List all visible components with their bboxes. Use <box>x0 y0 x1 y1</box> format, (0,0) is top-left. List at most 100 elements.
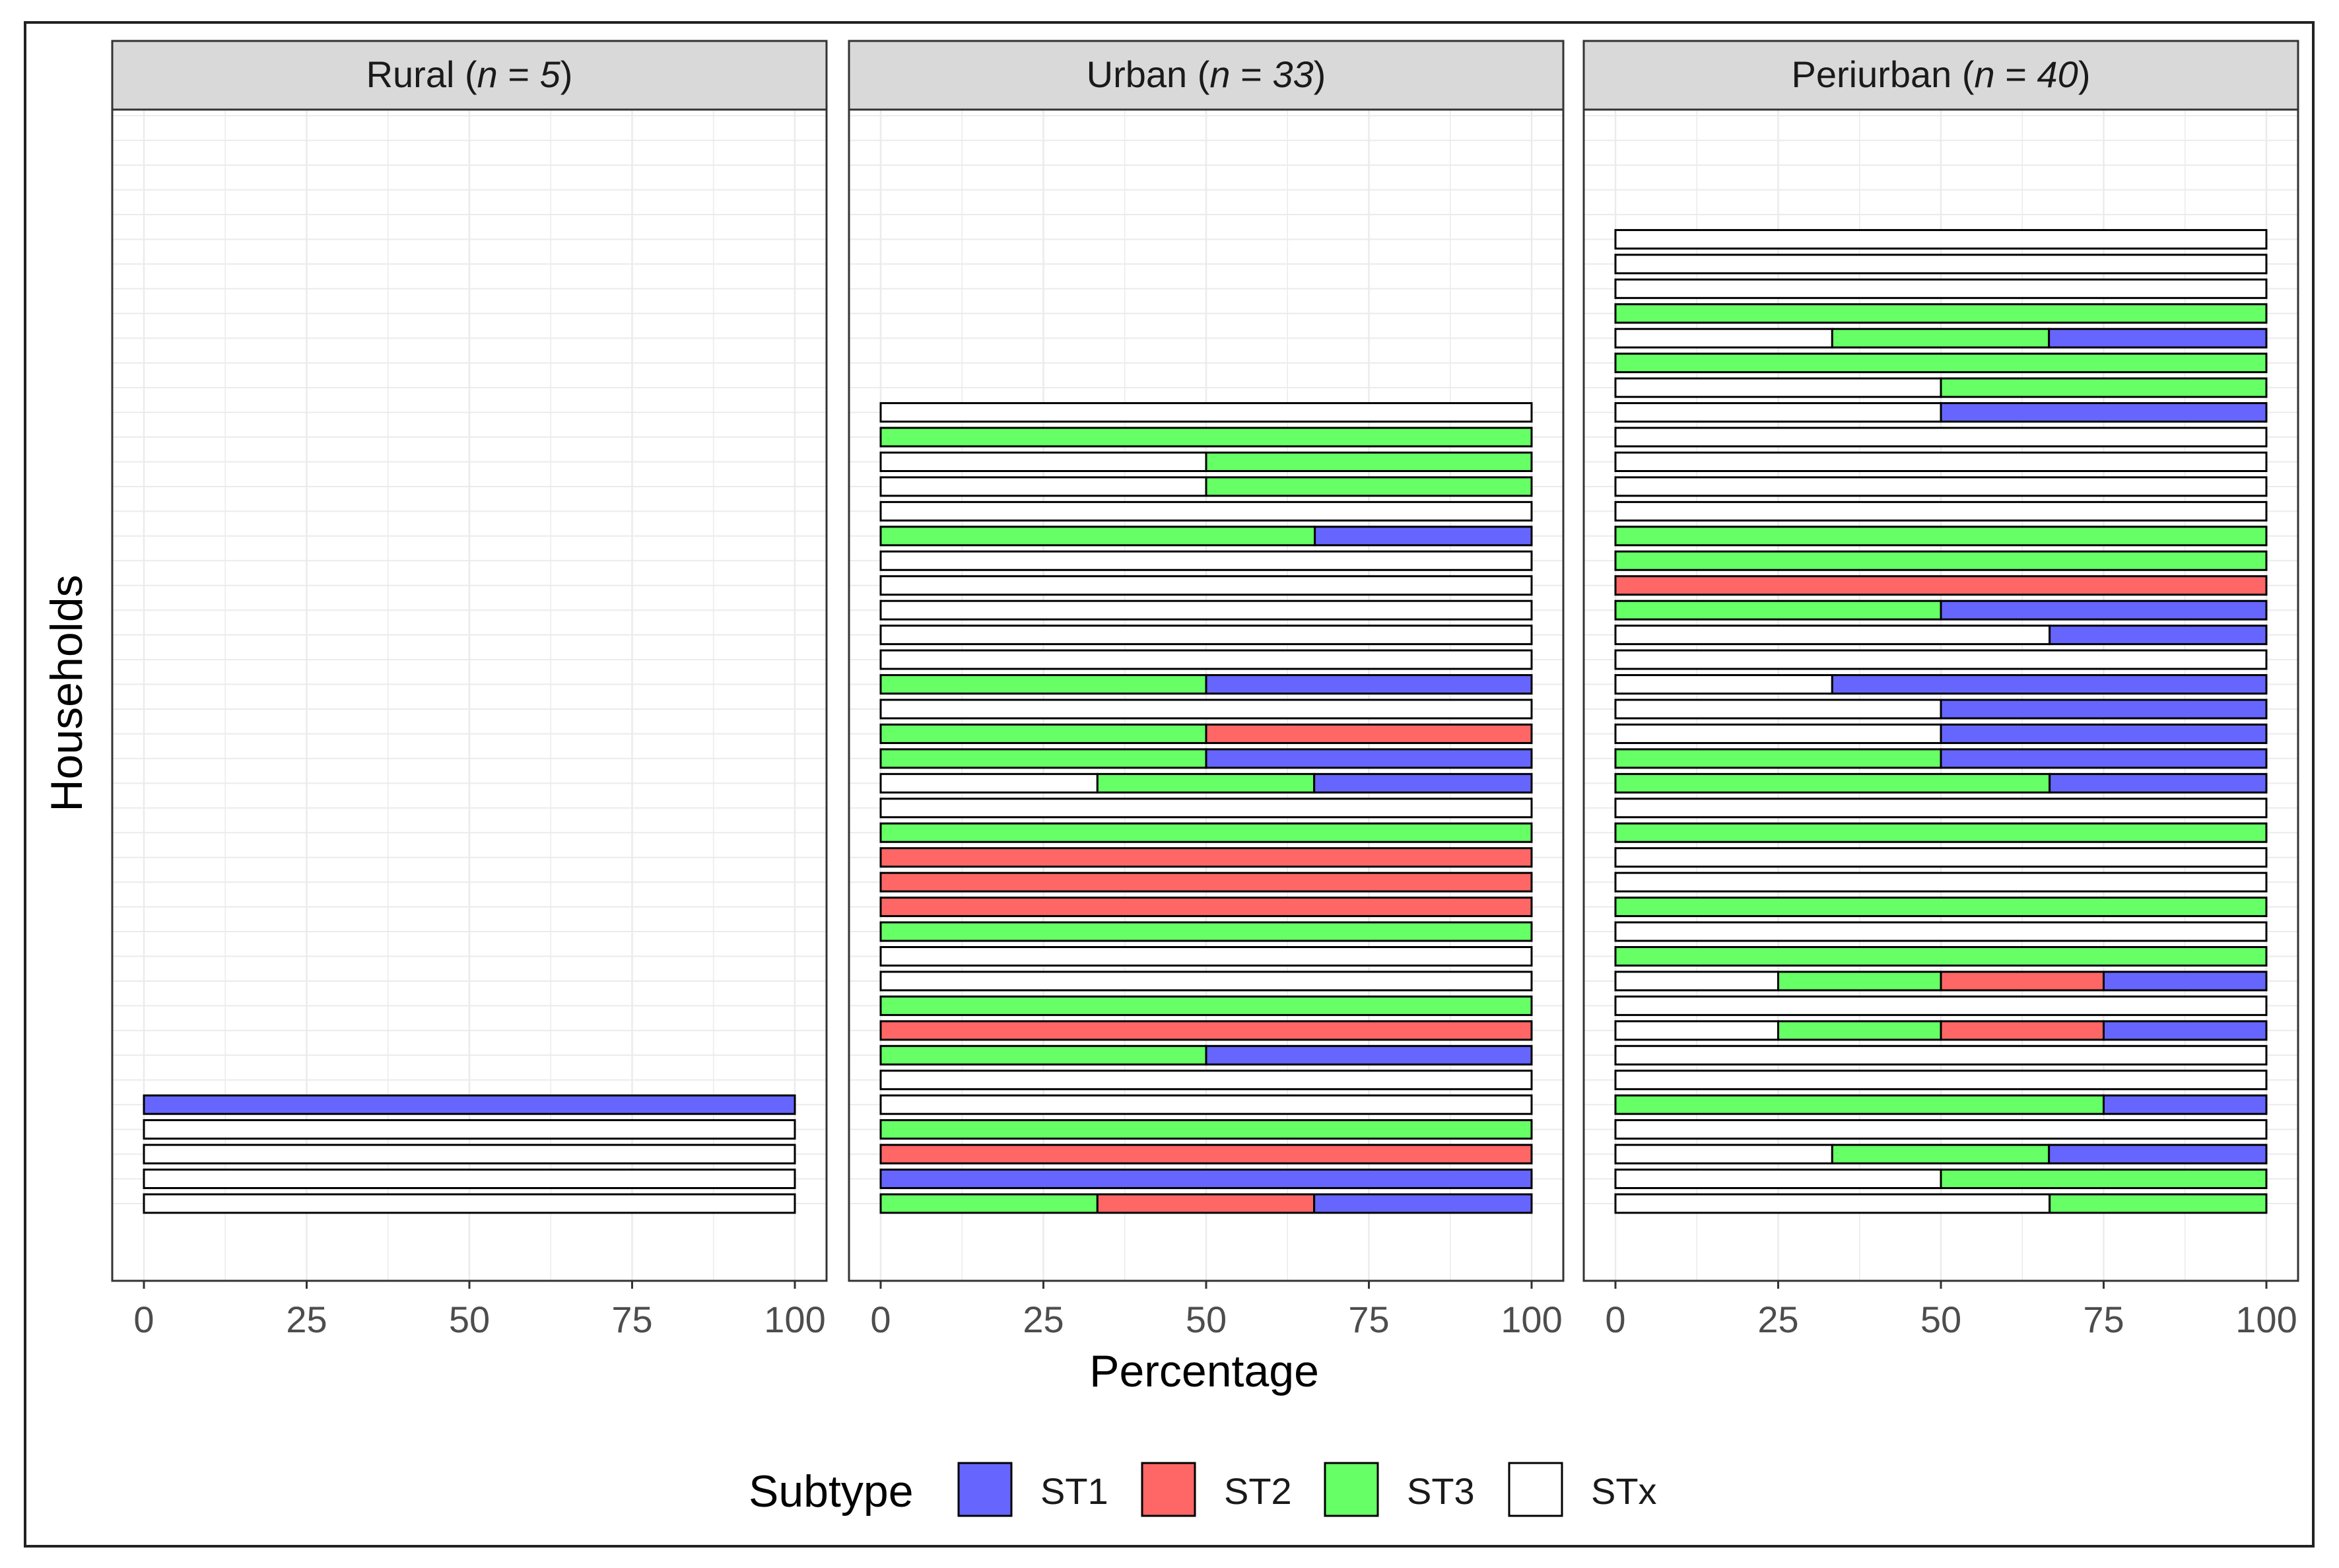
household-bar <box>879 822 1533 843</box>
bar-segment-stx <box>1614 500 2268 522</box>
bar-segment-stx <box>1614 1193 2051 1214</box>
bar-segment-st1 <box>1940 599 2268 621</box>
bar-segment-stx <box>1614 995 2268 1016</box>
bar-segment-st1 <box>2103 1094 2268 1115</box>
bar-segment-stx <box>1614 625 2051 646</box>
bar-segment-st3 <box>1205 452 1533 472</box>
household-bar <box>879 847 1533 868</box>
bar-segment-st3 <box>879 1044 1207 1066</box>
bar-segment-stx <box>879 550 1533 571</box>
household-bar <box>879 921 1533 942</box>
household-bar <box>1614 772 2268 794</box>
household-bar <box>1614 1044 2268 1066</box>
legend-label: STx <box>1591 1470 1657 1512</box>
household-bar <box>879 575 1533 596</box>
x-tick-label: 0 <box>870 1299 891 1340</box>
household-bar <box>1614 674 2268 695</box>
bar-segment-stx <box>879 625 1533 646</box>
bar-segment-st3 <box>1614 772 2051 794</box>
legend-swatch <box>1324 1462 1379 1517</box>
household-bar <box>1614 798 2268 819</box>
household-bar <box>1614 599 2268 621</box>
household-bar <box>879 452 1533 472</box>
bar-segment-st1 <box>1205 1044 1533 1066</box>
y-axis-title: Households <box>42 574 92 811</box>
bar-segment-st1 <box>143 1094 796 1115</box>
bar-segment-st1 <box>2049 625 2268 646</box>
household-bar <box>1614 303 2268 324</box>
bar-segment-stx <box>879 500 1533 522</box>
household-bar <box>879 402 1533 423</box>
facet-strip <box>111 40 828 111</box>
bar-segment-stx <box>879 798 1533 819</box>
household-bar <box>1614 699 2268 720</box>
bar-segment-st1 <box>1940 699 2268 720</box>
household-bar <box>1614 476 2268 497</box>
legend-title: Subtype <box>749 1466 914 1517</box>
household-bar <box>1614 921 2268 942</box>
household-bar <box>879 946 1533 967</box>
bar-segment-st1 <box>1940 748 2268 769</box>
bar-segment-stx <box>1614 228 2268 250</box>
household-bar <box>879 1143 1533 1165</box>
bar-segment-st3 <box>879 723 1207 744</box>
household-bar <box>1614 1020 2268 1041</box>
bar-segment-stx <box>1614 278 2268 299</box>
bar-segment-st3 <box>879 674 1207 695</box>
household-bar <box>1614 625 2268 646</box>
household-bar <box>1614 946 2268 967</box>
bar-segment-st3 <box>879 748 1207 769</box>
x-axis-title: Percentage <box>1089 1346 1319 1396</box>
bar-segment-st3 <box>879 526 1316 547</box>
household-bar <box>1614 995 2268 1016</box>
bar-segment-st2 <box>879 847 1533 868</box>
household-bar <box>1614 1094 2268 1115</box>
bar-segment-st1 <box>879 1169 1533 1190</box>
bar-segment-st3 <box>1614 822 2268 843</box>
bar-segment-st1 <box>1314 526 1533 547</box>
facet-strip-label: Urban (n = 33) <box>1087 53 1326 95</box>
household-bar <box>1614 377 2268 398</box>
bar-segment-stx <box>879 452 1207 472</box>
bar-segment-st3 <box>1205 476 1533 497</box>
household-bar <box>1614 228 2268 250</box>
bar-segment-stx <box>143 1169 796 1190</box>
bar-segment-stx <box>1614 674 1833 695</box>
bar-segment-stx <box>1614 377 1942 398</box>
household-bar <box>1614 649 2268 670</box>
household-bar <box>1614 1143 2268 1165</box>
bar-segment-stx <box>879 575 1533 596</box>
bar-segment-stx <box>143 1143 796 1165</box>
household-bar <box>879 625 1533 646</box>
household-bar <box>879 699 1533 720</box>
bar-segment-stx <box>1614 426 2268 448</box>
bar-segment-stx <box>1614 798 2268 819</box>
bar-segment-st3 <box>1614 748 1942 769</box>
bar-segment-stx <box>879 599 1533 621</box>
household-bar <box>143 1169 796 1190</box>
household-bar <box>879 1094 1533 1115</box>
household-bar <box>1614 353 2268 374</box>
bar-segment-st3 <box>1614 303 2268 324</box>
household-bar <box>1614 550 2268 571</box>
household-bar <box>879 550 1533 571</box>
bar-segment-stx <box>1614 921 2268 942</box>
household-bar <box>879 772 1533 794</box>
bar-segment-stx <box>1614 723 1942 744</box>
bar-segment-stx <box>1614 476 2268 497</box>
facet-strip <box>1582 40 2299 111</box>
household-bar <box>143 1193 796 1214</box>
x-tick-label: 75 <box>611 1299 652 1340</box>
bar-segment-stx <box>879 1094 1533 1115</box>
household-bar <box>879 971 1533 992</box>
legend-item-stx: STx <box>1508 1462 1657 1517</box>
bar-segment-st2 <box>1614 575 2268 596</box>
bar-segment-stx <box>879 699 1533 720</box>
bar-segment-st1 <box>2103 971 2268 992</box>
bar-segment-stx <box>1614 452 2268 472</box>
household-bar <box>879 526 1533 547</box>
household-bar <box>879 1020 1533 1041</box>
bar-segment-stx <box>879 1070 1533 1091</box>
x-tick-label: 0 <box>1605 1299 1625 1340</box>
bar-segment-st3 <box>879 1193 1099 1214</box>
